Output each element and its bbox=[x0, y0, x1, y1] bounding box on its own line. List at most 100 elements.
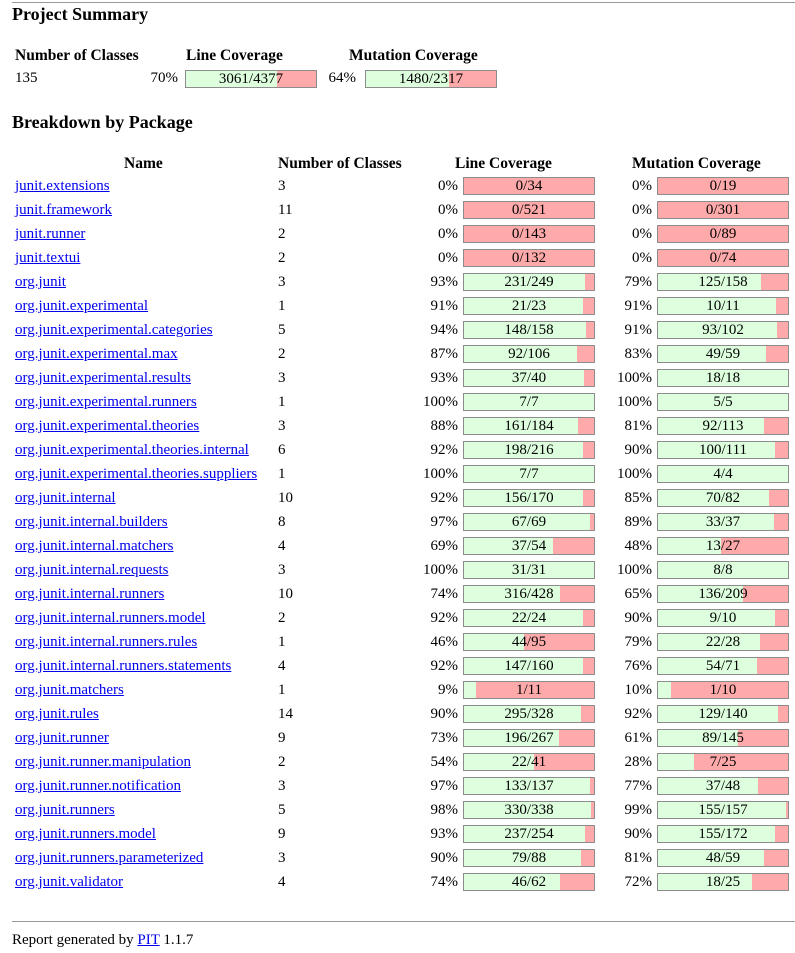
line-covered-fill bbox=[464, 682, 476, 698]
mutation-coverage-text: 37/48 bbox=[705, 778, 741, 794]
line-coverage-bar: 22/41 bbox=[463, 753, 595, 771]
line-coverage-percent: 0% bbox=[438, 202, 458, 218]
package-link[interactable]: junit.framework bbox=[15, 202, 113, 218]
mutation-coverage-percent: 91% bbox=[624, 322, 653, 338]
line-coverage-text: 22/41 bbox=[511, 754, 547, 770]
package-class-count: 8 bbox=[278, 514, 286, 530]
line-coverage-bar: 0/132 bbox=[463, 249, 595, 267]
mutation-coverage-bar: 49/59 bbox=[657, 345, 789, 363]
package-class-count: 4 bbox=[278, 538, 286, 554]
package-link[interactable]: org.junit.runner.manipulation bbox=[15, 754, 191, 770]
line-covered-fill bbox=[464, 730, 560, 746]
mutation-coverage-percent: 81% bbox=[624, 418, 653, 434]
mutation-coverage-text: 0/301 bbox=[705, 202, 741, 218]
line-covered-fill bbox=[464, 370, 585, 386]
package-class-count: 10 bbox=[278, 490, 293, 506]
mutation-coverage-bar: 4/4 bbox=[657, 465, 789, 483]
package-link[interactable]: junit.runner bbox=[15, 226, 86, 242]
package-link[interactable]: org.junit.matchers bbox=[15, 682, 124, 698]
line-coverage-percent: 93% bbox=[430, 274, 459, 290]
mutation-coverage-bar: 18/18 bbox=[657, 369, 789, 387]
package-link[interactable]: org.junit.experimental.theories.internal bbox=[15, 442, 249, 458]
line-coverage-percent: 74% bbox=[430, 874, 459, 890]
line-coverage-text: 147/160 bbox=[504, 658, 554, 674]
line-coverage-bar: 196/267 bbox=[463, 729, 595, 747]
package-class-count: 1 bbox=[278, 682, 286, 698]
package-link[interactable]: org.junit.internal.runners.rules bbox=[15, 634, 198, 650]
mutation-coverage-percent: 79% bbox=[624, 634, 653, 650]
mutation-coverage-percent: 100% bbox=[617, 370, 652, 386]
line-coverage-bar: 161/184 bbox=[463, 417, 595, 435]
pit-link[interactable]: PIT bbox=[137, 932, 160, 948]
mutation-coverage-text: 125/158 bbox=[698, 274, 748, 290]
mutation-coverage-percent: 90% bbox=[624, 610, 653, 626]
package-link[interactable]: org.junit.rules bbox=[15, 706, 99, 722]
mutation-coverage-text: 93/102 bbox=[702, 322, 744, 338]
line-coverage-text: 0/34 bbox=[515, 178, 543, 194]
package-class-count: 5 bbox=[278, 802, 286, 818]
line-covered-fill bbox=[464, 490, 584, 506]
package-link[interactable]: org.junit.experimental.categories bbox=[15, 322, 213, 338]
mutation-coverage-bar: 92/113 bbox=[657, 417, 789, 435]
mutation-covered-fill bbox=[658, 754, 695, 770]
package-link[interactable]: junit.extensions bbox=[15, 178, 110, 194]
line-coverage-text: 1/11 bbox=[515, 682, 543, 698]
package-link[interactable]: org.junit.internal.runners bbox=[15, 586, 165, 602]
package-class-count: 9 bbox=[278, 826, 286, 842]
mutation-covered-fill bbox=[658, 298, 777, 314]
mutation-coverage-bar: 1/10 bbox=[657, 681, 789, 699]
line-coverage-bar: 67/69 bbox=[463, 513, 595, 531]
package-link[interactable]: org.junit.runners.parameterized bbox=[15, 850, 204, 866]
line-coverage-bar: 21/23 bbox=[463, 297, 595, 315]
line-coverage-bar: 46/62 bbox=[463, 873, 595, 891]
package-link[interactable]: org.junit.experimental.runners bbox=[15, 394, 197, 410]
mutation-coverage-percent: 83% bbox=[624, 346, 653, 362]
package-link[interactable]: org.junit.experimental.theories bbox=[15, 418, 200, 434]
mutation-coverage-percent: 81% bbox=[624, 850, 653, 866]
package-link[interactable]: org.junit.runner bbox=[15, 730, 109, 746]
package-class-count: 3 bbox=[278, 562, 286, 578]
package-link[interactable]: org.junit.internal.requests bbox=[15, 562, 169, 578]
line-covered-fill bbox=[464, 634, 525, 650]
mutation-covered-fill bbox=[658, 442, 776, 458]
mutation-covered-fill bbox=[658, 874, 752, 890]
page-title: Project Summary bbox=[12, 4, 149, 24]
mutation-coverage-text: 13/27 bbox=[705, 538, 741, 554]
package-link[interactable]: org.junit.internal bbox=[15, 490, 116, 506]
top-divider bbox=[12, 2, 795, 3]
package-link[interactable]: junit.textui bbox=[15, 250, 81, 266]
package-link[interactable]: org.junit.internal.builders bbox=[15, 514, 168, 530]
mutation-covered-fill bbox=[658, 610, 775, 626]
line-coverage-percent: 98% bbox=[430, 802, 459, 818]
package-class-count: 5 bbox=[278, 322, 286, 338]
package-link[interactable]: org.junit.internal.runners.model bbox=[15, 610, 206, 626]
package-link[interactable]: org.junit.internal.matchers bbox=[15, 538, 174, 554]
mutation-covered-fill bbox=[658, 826, 776, 842]
line-coverage-bar: 1/11 bbox=[463, 681, 595, 699]
mutation-covered-fill bbox=[658, 538, 721, 554]
summary-header-line: Line Coverage bbox=[186, 47, 283, 64]
package-link[interactable]: org.junit.experimental.max bbox=[15, 346, 178, 362]
mutation-coverage-percent: 72% bbox=[624, 874, 653, 890]
package-link[interactable]: org.junit.internal.runners.statements bbox=[15, 658, 232, 674]
package-link[interactable]: org.junit.experimental bbox=[15, 298, 149, 314]
line-coverage-bar: 44/95 bbox=[463, 633, 595, 651]
package-link[interactable]: org.junit bbox=[15, 274, 66, 290]
package-link[interactable]: org.junit.runners bbox=[15, 802, 115, 818]
mutation-coverage-text: 48/59 bbox=[705, 850, 741, 866]
mutation-coverage-bar: 18/25 bbox=[657, 873, 789, 891]
package-link[interactable]: org.junit.runners.model bbox=[15, 826, 156, 842]
package-link[interactable]: org.junit.validator bbox=[15, 874, 124, 890]
line-coverage-percent: 100% bbox=[423, 562, 458, 578]
package-class-count: 3 bbox=[278, 850, 286, 866]
package-link[interactable]: org.junit.experimental.results bbox=[15, 370, 191, 386]
mutation-coverage-percent: 0% bbox=[632, 250, 652, 266]
package-link[interactable]: org.junit.runner.notification bbox=[15, 778, 181, 794]
package-link[interactable]: org.junit.experimental.theories.supplier… bbox=[15, 466, 258, 482]
mutation-coverage-text: 33/37 bbox=[705, 514, 741, 530]
line-coverage-bar: 198/216 bbox=[463, 441, 595, 459]
line-coverage-bar: 148/158 bbox=[463, 321, 595, 339]
mutation-coverage-percent: 100% bbox=[617, 466, 652, 482]
summary-line-coverage-text: 3061/4377 bbox=[218, 71, 284, 87]
package-class-count: 11 bbox=[278, 202, 293, 218]
